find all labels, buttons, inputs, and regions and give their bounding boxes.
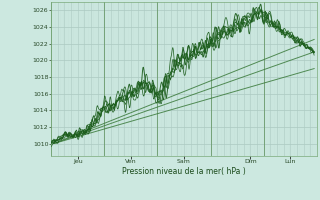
X-axis label: Pression niveau de la mer( hPa ): Pression niveau de la mer( hPa ) — [122, 167, 246, 176]
